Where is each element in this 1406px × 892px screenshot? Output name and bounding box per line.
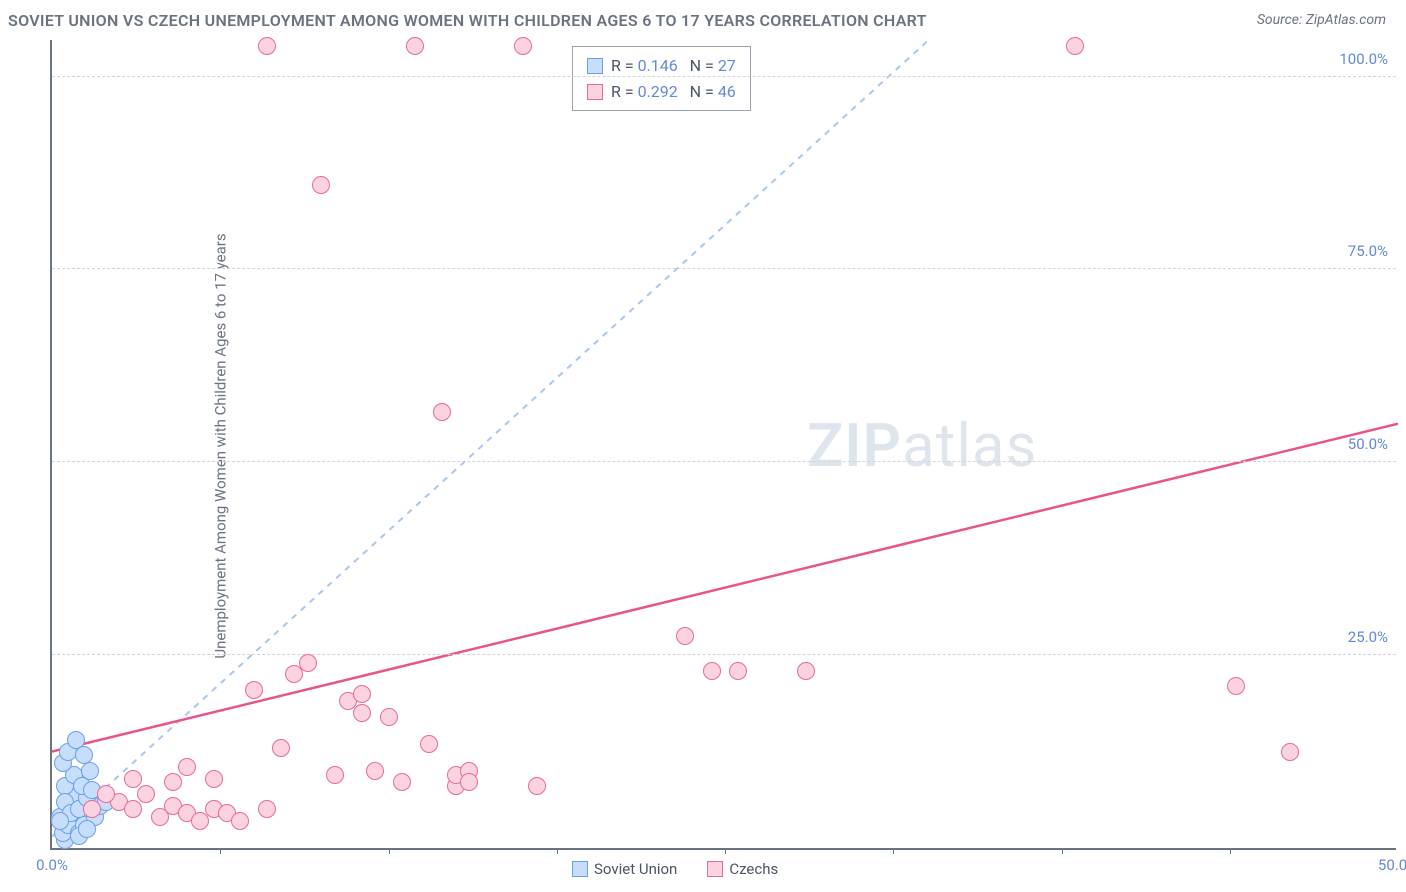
legend-item: Czechs xyxy=(707,860,778,878)
scatter-point-soviet xyxy=(51,812,69,830)
scatter-point-czech xyxy=(326,766,344,784)
chart-source: Source: ZipAtlas.com xyxy=(1257,12,1386,28)
scatter-point-czech xyxy=(420,735,438,753)
trend-lines xyxy=(52,38,1398,848)
scatter-point-czech xyxy=(258,37,276,55)
plot-area: ZIPatlas R = 0.146 N = 27R = 0.292 N = 4… xyxy=(50,40,1396,850)
scatter-point-czech xyxy=(1281,743,1299,761)
gridline xyxy=(52,76,1396,77)
watermark-atlas: atlas xyxy=(902,410,1037,481)
scatter-point-czech xyxy=(380,708,398,726)
scatter-point-czech xyxy=(299,654,317,672)
scatter-point-czech xyxy=(272,739,290,757)
scatter-point-czech xyxy=(433,403,451,421)
x-tick-label: 50.0% xyxy=(1378,856,1406,874)
gridline xyxy=(52,461,1396,462)
gridline xyxy=(52,268,1396,269)
x-tick-label: 0.0% xyxy=(36,856,68,874)
x-tick-mark xyxy=(1230,848,1231,854)
watermark-zip: ZIP xyxy=(807,410,902,481)
correlation-box: R = 0.146 N = 27R = 0.292 N = 46 xyxy=(572,46,751,111)
scatter-point-czech xyxy=(528,777,546,795)
scatter-point-czech xyxy=(729,662,747,680)
scatter-point-czech xyxy=(164,773,182,791)
scatter-point-czech xyxy=(393,773,411,791)
y-tick-label: 25.0% xyxy=(1348,628,1388,646)
scatter-point-czech xyxy=(460,773,478,791)
y-tick-label: 75.0% xyxy=(1348,242,1388,260)
scatter-point-czech xyxy=(353,685,371,703)
x-tick-mark xyxy=(893,848,894,854)
scatter-point-czech xyxy=(353,704,371,722)
scatter-point-czech xyxy=(514,37,532,55)
scatter-point-czech xyxy=(124,800,142,818)
scatter-point-czech xyxy=(406,37,424,55)
trend-line-soviet xyxy=(52,38,931,836)
scatter-point-czech xyxy=(676,627,694,645)
x-tick-mark xyxy=(725,848,726,854)
x-tick-mark xyxy=(1062,848,1063,854)
scatter-point-czech xyxy=(797,662,815,680)
scatter-point-czech xyxy=(1227,677,1245,695)
x-tick-mark xyxy=(557,848,558,854)
correlation-row: R = 0.292 N = 46 xyxy=(587,79,736,105)
scatter-point-czech xyxy=(97,785,115,803)
x-tick-mark xyxy=(389,848,390,854)
gridline xyxy=(52,654,1396,655)
chart-header: SOVIET UNION VS CZECH UNEMPLOYMENT AMONG… xyxy=(0,0,1406,40)
chart-title: SOVIET UNION VS CZECH UNEMPLOYMENT AMONG… xyxy=(8,11,927,30)
scatter-point-czech xyxy=(83,800,101,818)
scatter-point-czech xyxy=(231,812,249,830)
scatter-point-czech xyxy=(312,176,330,194)
scatter-point-czech xyxy=(178,758,196,776)
scatter-point-soviet xyxy=(75,746,93,764)
scatter-point-czech xyxy=(245,681,263,699)
scatter-point-czech xyxy=(1066,37,1084,55)
scatter-point-czech xyxy=(137,785,155,803)
scatter-point-czech xyxy=(258,800,276,818)
scatter-point-czech xyxy=(124,770,142,788)
scatter-point-soviet xyxy=(78,820,96,838)
y-tick-label: 100.0% xyxy=(1339,50,1388,68)
legend-item: Soviet Union xyxy=(572,860,677,878)
x-tick-mark xyxy=(220,848,221,854)
legend: Soviet Union Czechs xyxy=(572,860,778,878)
scatter-point-soviet xyxy=(81,762,99,780)
scatter-point-czech xyxy=(366,762,384,780)
watermark: ZIPatlas xyxy=(807,410,1038,481)
scatter-point-czech xyxy=(703,662,721,680)
trend-line-czech xyxy=(52,424,1398,752)
y-tick-label: 50.0% xyxy=(1348,435,1388,453)
scatter-point-czech xyxy=(205,770,223,788)
